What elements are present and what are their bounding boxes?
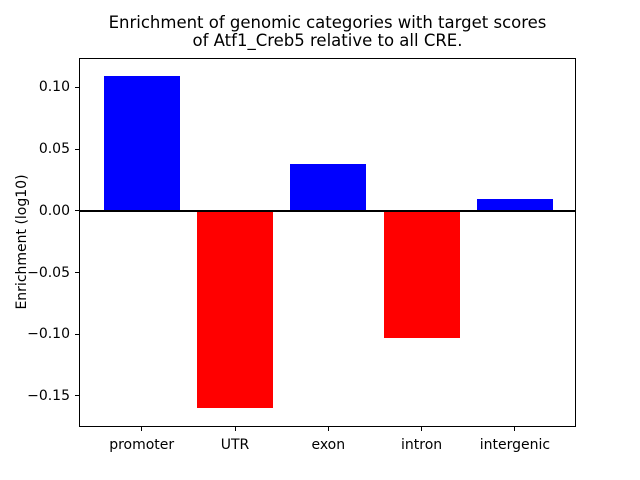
chart-title-line2: of Atf1_Creb5 relative to all CRE. xyxy=(192,30,463,50)
chart-title-line1: Enrichment of genomic categories with ta… xyxy=(108,13,547,32)
x-tick-mark xyxy=(514,427,516,431)
x-tick-label-promoter: promoter xyxy=(109,437,175,453)
bar-intron xyxy=(383,210,460,338)
chart-title: Enrichment of genomic categories with ta… xyxy=(79,14,576,49)
bar-promoter xyxy=(103,76,180,211)
x-tick-label-intergenic: intergenic xyxy=(479,437,551,453)
plot-area xyxy=(75,58,576,427)
x-tick-mark xyxy=(141,427,143,431)
bar-exon xyxy=(290,163,367,211)
y-tick-label: 0.00 xyxy=(38,202,70,219)
x-tick-label-intron: intron xyxy=(401,437,443,453)
y-tick-mark xyxy=(75,148,79,150)
y-tick-label: −0.10 xyxy=(27,326,70,343)
zero-baseline xyxy=(80,209,575,212)
y-tick-mark xyxy=(75,395,79,397)
y-tick-label: 0.05 xyxy=(38,141,70,158)
x-tick-mark xyxy=(234,427,236,431)
y-tick-label: −0.15 xyxy=(27,387,70,404)
x-tick-label-exon: exon xyxy=(311,437,346,453)
bar-UTR xyxy=(197,210,273,409)
y-tick-label: 0.10 xyxy=(38,79,70,96)
y-axis-label: Enrichment (log10) xyxy=(14,174,30,310)
x-tick-mark xyxy=(327,427,329,431)
y-tick-mark xyxy=(75,333,79,335)
y-tick-mark xyxy=(75,272,79,274)
y-tick-mark xyxy=(75,86,79,88)
x-tick-mark xyxy=(421,427,423,431)
y-tick-label: −0.05 xyxy=(27,264,70,281)
y-tick-mark xyxy=(75,210,79,212)
x-tick-label-UTR: UTR xyxy=(220,437,250,453)
bar-intergenic xyxy=(476,198,553,211)
